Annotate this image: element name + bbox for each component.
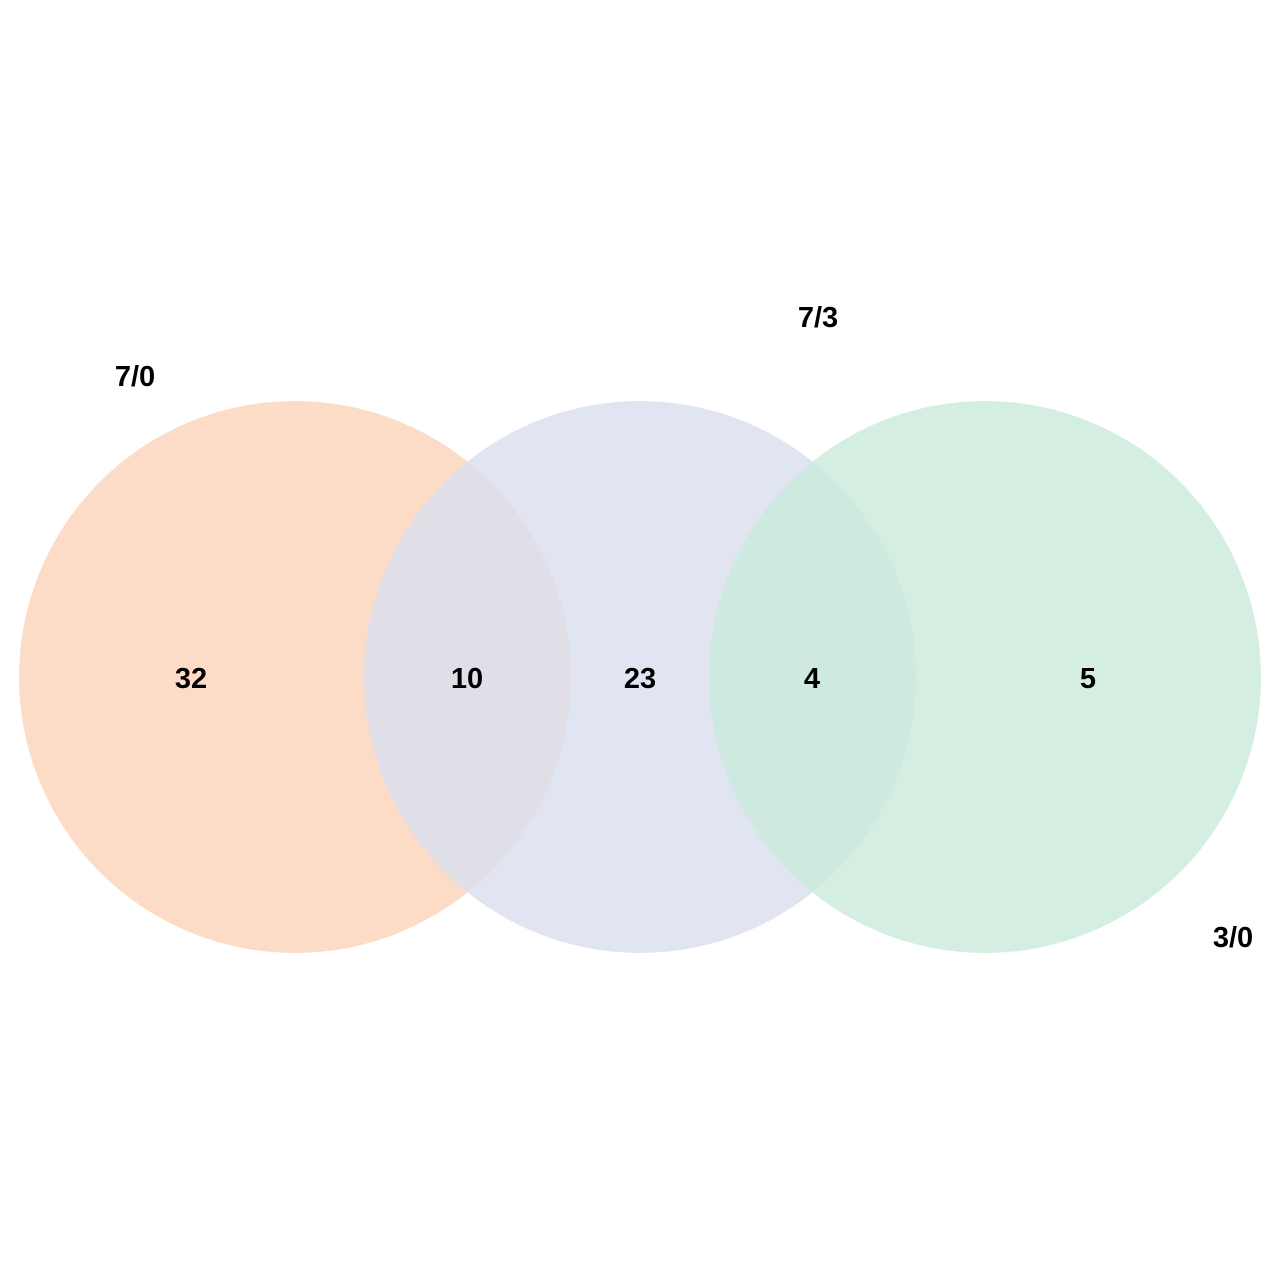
region-b-only-count: 23: [624, 663, 656, 695]
region-b-c-count: 4: [804, 663, 820, 695]
region-c-only-count: 5: [1080, 663, 1096, 695]
set-c-circle: [709, 401, 1261, 953]
set-b-label: 7/3: [798, 302, 838, 334]
set-a-label: 7/0: [115, 361, 155, 393]
region-a-only-count: 32: [175, 663, 207, 695]
set-c-label: 3/0: [1213, 922, 1253, 954]
region-a-b-count: 10: [451, 663, 483, 695]
